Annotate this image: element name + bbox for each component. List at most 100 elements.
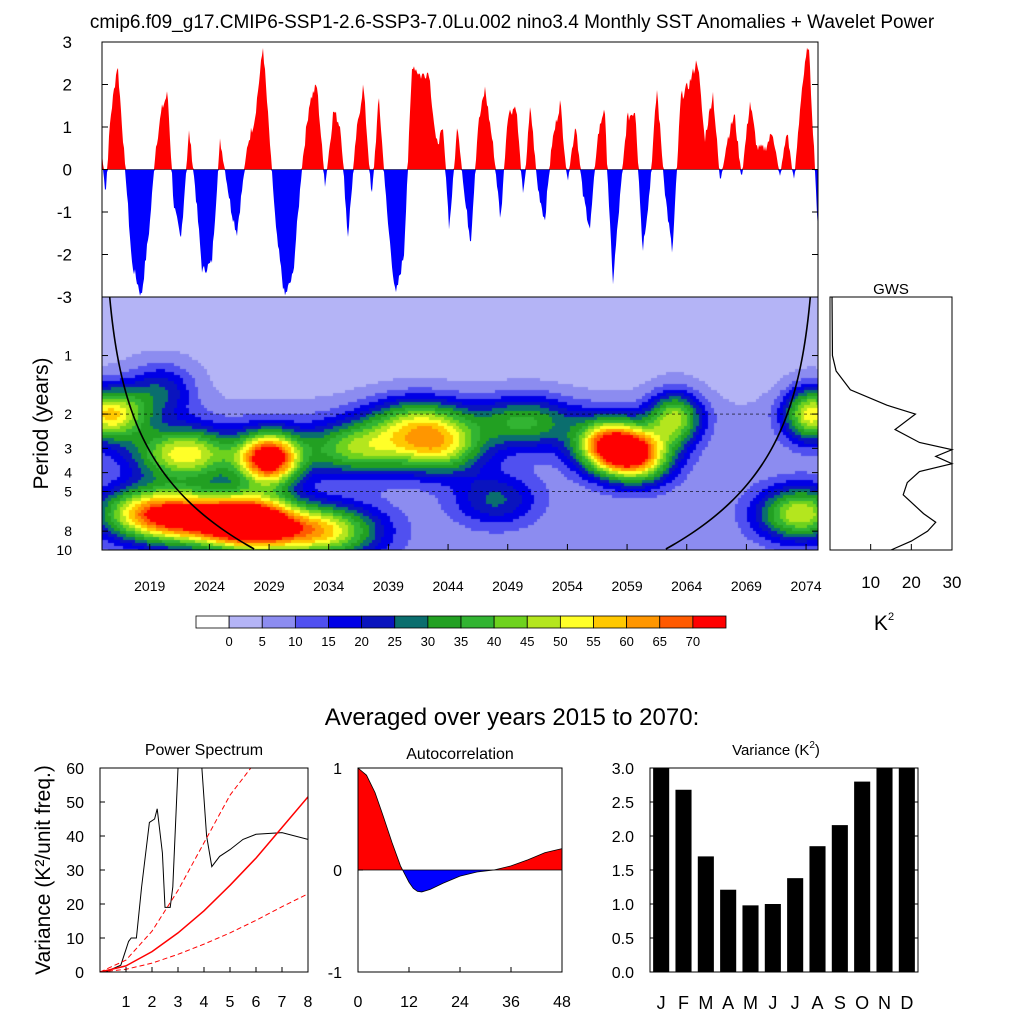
colorbar-label: 55 (586, 634, 600, 649)
series-spectrum (105, 768, 308, 972)
sst-anomaly-chart: -3 -2 -1 0 1 2 3 (57, 33, 819, 307)
autocorrelation-title: Autocorrelation (406, 746, 514, 763)
gws-line (831, 296, 955, 551)
y-tick-label: 1 (333, 761, 342, 778)
x-tick-label: 30 (943, 573, 962, 592)
variance-title-suffix: ) (815, 742, 820, 759)
colorbar-label: 5 (259, 634, 266, 649)
x-tick-label: 2024 (194, 578, 225, 594)
x-tick-label: 6 (252, 994, 261, 1011)
colorbar-swatch (228, 615, 263, 629)
x-tick-label: 8 (304, 994, 313, 1011)
spectrum-title: Power Spectrum (145, 742, 263, 759)
y-tick-label: 2.0 (612, 829, 634, 846)
y-tick-label: -3 (57, 288, 72, 307)
colorbar-label: 70 (686, 634, 700, 649)
month-label: A (811, 993, 823, 1013)
series-upper-bound (100, 768, 252, 972)
colorbar-swatch (593, 615, 628, 629)
variance-bars (653, 768, 915, 972)
colorbar-swatch (659, 615, 694, 629)
y-tick-label: 3 (64, 440, 72, 456)
autocorrelation-line (357, 767, 563, 893)
y-tick-label: 3 (63, 33, 72, 52)
gws-title: GWS (873, 281, 909, 298)
x-tick-label: 24 (451, 994, 469, 1011)
colorbar-label: 30 (421, 634, 435, 649)
colorbar-swatch (427, 615, 462, 629)
variance-bar-12 (898, 768, 915, 972)
cone-of-influence-right (665, 297, 812, 550)
y-tick-label: 30 (66, 863, 84, 880)
autocorrelation-chart: Autocorrelation -1 0 1 0 12 24 36 48 (328, 746, 571, 1011)
colorbar-swatch (526, 615, 561, 629)
x-tick-label: 36 (502, 994, 520, 1011)
colorbar-label: 40 (487, 634, 501, 649)
colorbar-swatch (361, 615, 396, 629)
y-tick-label: -2 (57, 246, 72, 265)
wavelet-power-chart: 1 2 3 4 5 8 10 2019 2024 2029 2034 2039 2044 2049 2054… (30, 296, 822, 594)
gws-frame (829, 296, 953, 551)
y-tick-label: 1.0 (612, 897, 634, 914)
positive-anomaly-area (102, 47, 818, 170)
x-tick-label: 20 (902, 573, 921, 592)
colorbar-swatch (394, 615, 429, 629)
spectrum-series (100, 768, 308, 972)
y-tick-label: 40 (66, 829, 84, 846)
gws-x-label: K2 (874, 611, 894, 635)
colorbar-label: 25 (388, 634, 402, 649)
y-tick-label: -1 (57, 203, 72, 222)
x-tick-label: 12 (400, 994, 418, 1011)
x-tick-label: 2064 (671, 578, 702, 594)
y-tick-label: 2.5 (612, 795, 634, 812)
sst-series (102, 47, 818, 296)
x-tick-label: 2034 (313, 578, 344, 594)
x-tick-label: 2054 (552, 578, 583, 594)
month-label: J (791, 993, 800, 1013)
colorbar-swatch (559, 615, 594, 629)
variance-bar-4 (720, 889, 737, 972)
wavelet-field (102, 297, 818, 550)
colorbar-swatch (328, 615, 363, 629)
cone-of-influence-left (108, 297, 255, 550)
x-tick-label: 2 (148, 994, 157, 1011)
wavelet-frame (101, 296, 819, 551)
y-tick-label: 1 (64, 348, 72, 364)
x-tick-label: 0 (354, 994, 363, 1011)
y-axis-label: Period (years) (30, 358, 53, 490)
y-axis-label: Variance (K²/unit freq.) (32, 765, 55, 975)
y-tick-label: 0 (333, 863, 342, 880)
negative-anomaly-area (102, 169, 818, 296)
x-tick-label: 2019 (134, 578, 165, 594)
month-label: M (698, 993, 713, 1013)
y-tick-label: 3.0 (612, 761, 634, 778)
colorbar-label: 45 (520, 634, 534, 649)
x-tick-label: 2069 (731, 578, 762, 594)
series-lower-bound (100, 893, 308, 972)
colorbar-swatch (294, 615, 329, 629)
positive-autocorrelation-area (358, 768, 562, 870)
y-tick-label: 10 (66, 931, 84, 948)
series-red-noise (100, 796, 308, 972)
month-label: J (768, 993, 777, 1013)
colorbar-label: 15 (321, 634, 335, 649)
colorbar-label: 60 (619, 634, 633, 649)
variance-bar-7 (787, 878, 804, 972)
colorbar-label: 0 (226, 634, 233, 649)
colorbar-swatch (195, 615, 230, 629)
variance-bar-9 (831, 825, 848, 972)
main-title: cmip6.f09_g17.CMIP6-SSP1-2.6-SSP3-7.0Lu.… (90, 12, 935, 33)
colorbar-label: 10 (288, 634, 302, 649)
power-spectrum-chart: Power Spectrum 0 10 20 30 40 50 60 1 2 3 4 5 6 7 8 Varia… (32, 742, 313, 1011)
negative-autocorrelation-area (358, 870, 562, 892)
x-tick-label: 1 (122, 994, 131, 1011)
variance-bar-5 (742, 905, 759, 972)
gws-x-label-superscript: 2 (888, 611, 894, 623)
x-tick-label: 2059 (611, 578, 642, 594)
colorbar-label: 50 (553, 634, 567, 649)
colorbar-label: 65 (653, 634, 667, 649)
month-label: A (722, 993, 734, 1013)
month-label: J (657, 993, 666, 1013)
y-tick-label: 50 (66, 795, 84, 812)
